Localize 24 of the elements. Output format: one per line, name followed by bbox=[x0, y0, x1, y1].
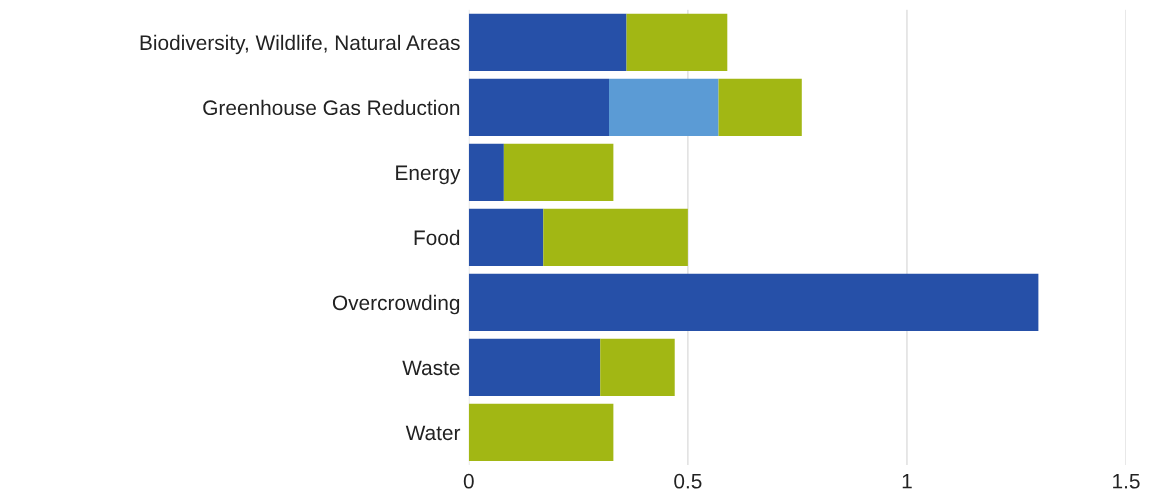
bar bbox=[468, 208, 544, 266]
bar bbox=[609, 78, 719, 136]
x-tick-label: 1 bbox=[902, 474, 912, 489]
y-tick-label: Energy bbox=[396, 165, 461, 185]
x-tick-label: 1.5 bbox=[1113, 474, 1140, 489]
bar bbox=[468, 143, 504, 201]
bar bbox=[468, 403, 614, 462]
bar bbox=[468, 13, 627, 71]
y-tick-label: Overcrowding bbox=[332, 294, 460, 315]
bar bbox=[718, 78, 802, 136]
bar bbox=[468, 338, 601, 397]
bar bbox=[503, 143, 614, 201]
y-tick-label: Waste bbox=[402, 360, 460, 376]
y-tick-label: Water bbox=[405, 425, 461, 441]
x-tick-label: 0.5 bbox=[674, 473, 702, 489]
bar bbox=[543, 208, 688, 266]
y-tick-label: Food bbox=[414, 229, 460, 246]
y-tick-label: Biodiversity, Wildlife, Natural Areas bbox=[140, 34, 460, 55]
y-tick-label: Greenhouse Gas Reduction bbox=[203, 99, 460, 116]
x-tick-label: 0 bbox=[463, 473, 474, 489]
bar bbox=[468, 78, 609, 136]
bar bbox=[468, 273, 1039, 332]
bar bbox=[626, 13, 728, 71]
bar bbox=[600, 338, 675, 397]
